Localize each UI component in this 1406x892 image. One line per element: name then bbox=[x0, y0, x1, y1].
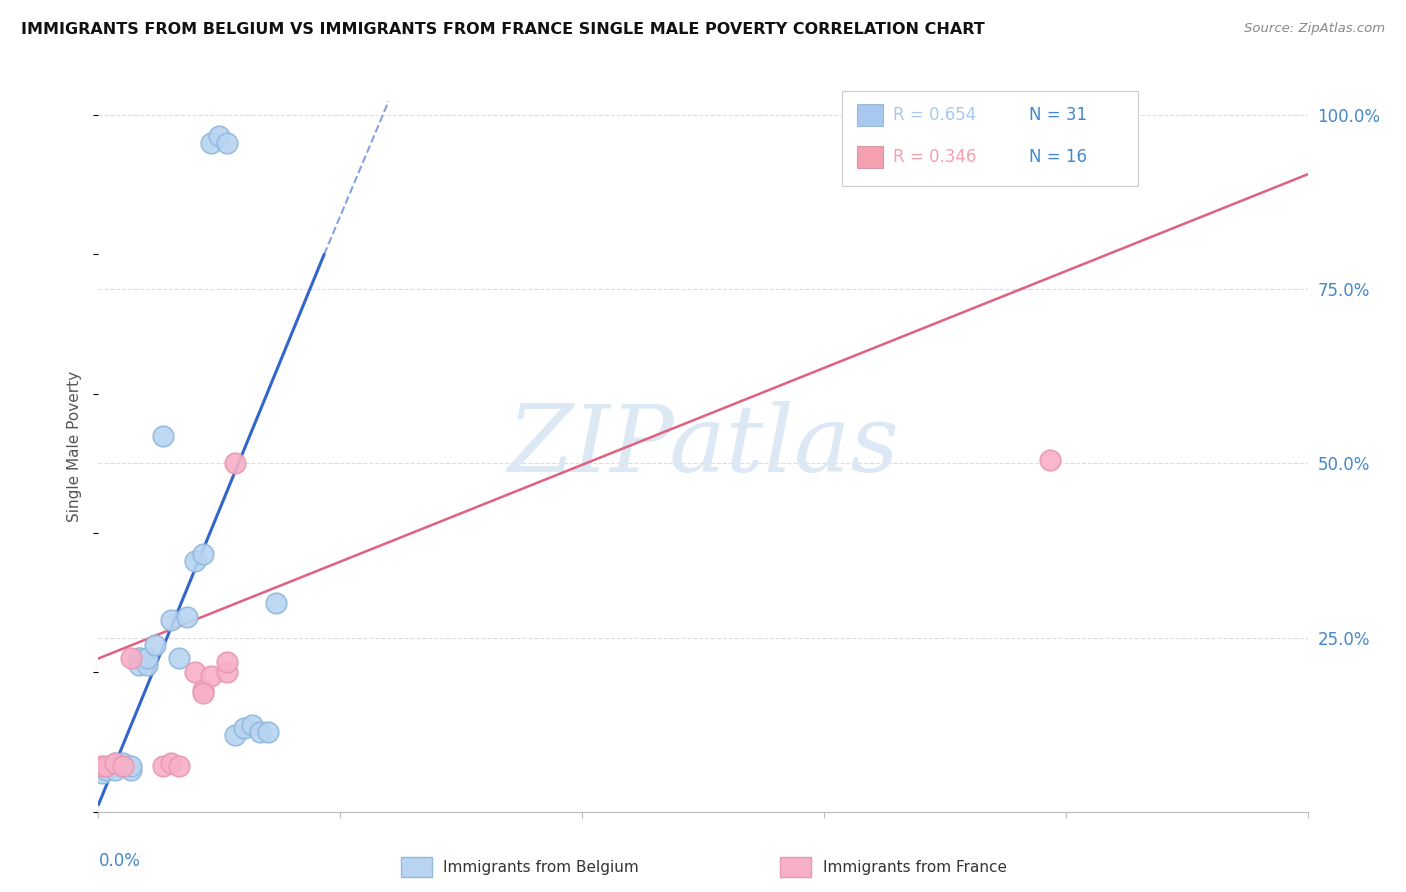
Point bbox=[249, 724, 271, 739]
Point bbox=[128, 651, 150, 665]
Point bbox=[135, 658, 157, 673]
Point bbox=[167, 759, 190, 773]
Point bbox=[103, 756, 125, 770]
Point bbox=[120, 759, 142, 773]
Text: Source: ZipAtlas.com: Source: ZipAtlas.com bbox=[1244, 22, 1385, 36]
Point bbox=[224, 457, 246, 471]
Text: Immigrants from France: Immigrants from France bbox=[823, 860, 1007, 874]
Point bbox=[96, 763, 118, 777]
Point bbox=[217, 655, 239, 669]
Point bbox=[128, 651, 150, 665]
Point bbox=[152, 759, 174, 773]
Text: IMMIGRANTS FROM BELGIUM VS IMMIGRANTS FROM FRANCE SINGLE MALE POVERTY CORRELATIO: IMMIGRANTS FROM BELGIUM VS IMMIGRANTS FR… bbox=[21, 22, 984, 37]
Point bbox=[217, 665, 239, 680]
Point bbox=[103, 759, 125, 773]
Point bbox=[184, 665, 207, 680]
Point bbox=[224, 728, 246, 742]
Point bbox=[193, 682, 215, 697]
Point bbox=[1039, 453, 1062, 467]
FancyBboxPatch shape bbox=[856, 145, 883, 168]
Text: ZIPatlas: ZIPatlas bbox=[508, 401, 898, 491]
Point bbox=[240, 717, 263, 731]
Text: 0.0%: 0.0% bbox=[98, 852, 141, 870]
Point bbox=[208, 128, 231, 143]
Point bbox=[184, 554, 207, 568]
Point bbox=[135, 651, 157, 665]
Point bbox=[143, 638, 166, 652]
Point bbox=[120, 763, 142, 777]
Point bbox=[217, 136, 239, 150]
Point bbox=[100, 759, 122, 773]
Point bbox=[160, 756, 183, 770]
Point bbox=[167, 651, 190, 665]
Point bbox=[91, 759, 114, 773]
Text: R = 0.346: R = 0.346 bbox=[893, 148, 976, 166]
Y-axis label: Single Male Poverty: Single Male Poverty bbox=[67, 370, 83, 522]
Point bbox=[256, 724, 278, 739]
Point bbox=[232, 721, 254, 735]
Point bbox=[111, 756, 134, 770]
Point bbox=[128, 658, 150, 673]
Point bbox=[176, 609, 198, 624]
Point bbox=[200, 136, 222, 150]
Point bbox=[103, 763, 125, 777]
Point bbox=[193, 686, 215, 700]
Point bbox=[160, 613, 183, 627]
FancyBboxPatch shape bbox=[842, 91, 1139, 186]
Point bbox=[91, 766, 114, 780]
Text: R = 0.654: R = 0.654 bbox=[893, 106, 976, 124]
Point bbox=[193, 547, 215, 561]
Point bbox=[103, 756, 125, 770]
FancyBboxPatch shape bbox=[856, 103, 883, 127]
Point bbox=[200, 669, 222, 683]
Point bbox=[111, 759, 134, 773]
Text: N = 16: N = 16 bbox=[1029, 148, 1087, 166]
Point bbox=[120, 651, 142, 665]
Point bbox=[264, 596, 287, 610]
Text: N = 31: N = 31 bbox=[1029, 106, 1088, 124]
Text: Immigrants from Belgium: Immigrants from Belgium bbox=[443, 860, 638, 874]
Point bbox=[111, 759, 134, 773]
Point bbox=[152, 428, 174, 442]
Point bbox=[96, 759, 118, 773]
